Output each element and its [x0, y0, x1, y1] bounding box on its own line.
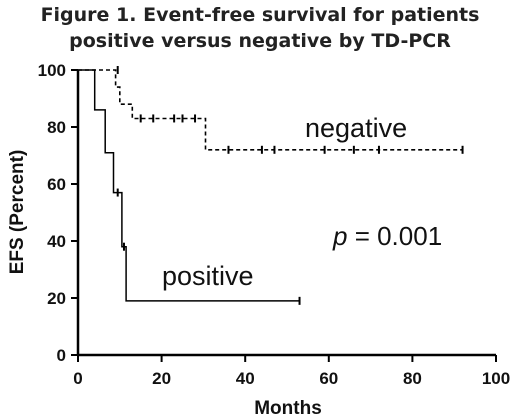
ticks: 0 20 40 60 80 100 0 20 40 60 80 100 — [38, 61, 511, 388]
y-tick-label: 0 — [57, 346, 66, 365]
title-line-2: positive versus negative by TD-PCR — [69, 30, 451, 52]
y-axis-title: EFS (Percent) — [7, 150, 28, 275]
y-tick-label: 100 — [38, 61, 66, 80]
positive-label: positive — [162, 261, 254, 291]
series-line-negative — [78, 69, 463, 151]
axes — [76, 70, 496, 357]
x-tick-label: 0 — [73, 369, 82, 388]
y-tick-label: 20 — [47, 289, 66, 308]
x-tick-label: 20 — [152, 369, 171, 388]
p-symbol: p — [332, 221, 347, 251]
chart-title: Figure 1. Event-free survival for patien… — [0, 2, 520, 54]
negative-label: negative — [305, 113, 407, 143]
series-line-positive — [78, 69, 300, 302]
y-tick-label: 40 — [47, 232, 66, 251]
y-tick-label: 60 — [47, 175, 66, 194]
x-tick-label: 100 — [482, 369, 510, 388]
x-tick-label: 80 — [403, 369, 422, 388]
x-axis-title: Months — [254, 398, 322, 418]
title-line-1: Figure 1. Event-free survival for patien… — [40, 4, 480, 26]
p-value-label: p = 0.001 — [332, 221, 442, 251]
x-tick-label: 40 — [236, 369, 255, 388]
series-layer — [78, 66, 464, 305]
p-value-text: = 0.001 — [347, 221, 442, 251]
y-tick-label: 80 — [47, 118, 66, 137]
x-tick-label: 60 — [319, 369, 338, 388]
